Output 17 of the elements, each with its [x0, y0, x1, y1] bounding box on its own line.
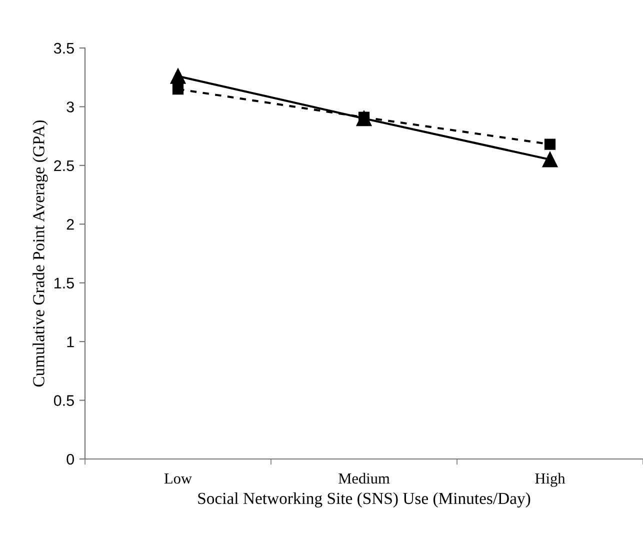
point [170, 68, 186, 84]
y-tick-label: 1 [67, 336, 74, 348]
y-tick-label: 3 [66, 102, 74, 112]
y-tick-label: 0 [66, 454, 74, 465]
y-tick-label: 2.5 [54, 160, 74, 172]
y-tick-label: 3.5 [54, 42, 74, 54]
y-axis-title: Cumulative Grade Point Average (GPA) [32, 120, 48, 387]
point [172, 84, 184, 95]
x-tick-label: Low [164, 473, 192, 484]
y-tick-label: 2 [66, 219, 74, 230]
point [542, 152, 558, 168]
x-tick-label: High [535, 472, 566, 487]
point [544, 138, 556, 150]
y-tick-label: 0.5 [54, 395, 74, 406]
x-axis-title: Social Networking Site (SNS) Use (Minutes/Day) [198, 492, 530, 508]
y-tick-label: 1.5 [54, 278, 74, 289]
x-tick-label: Medium [338, 472, 390, 484]
